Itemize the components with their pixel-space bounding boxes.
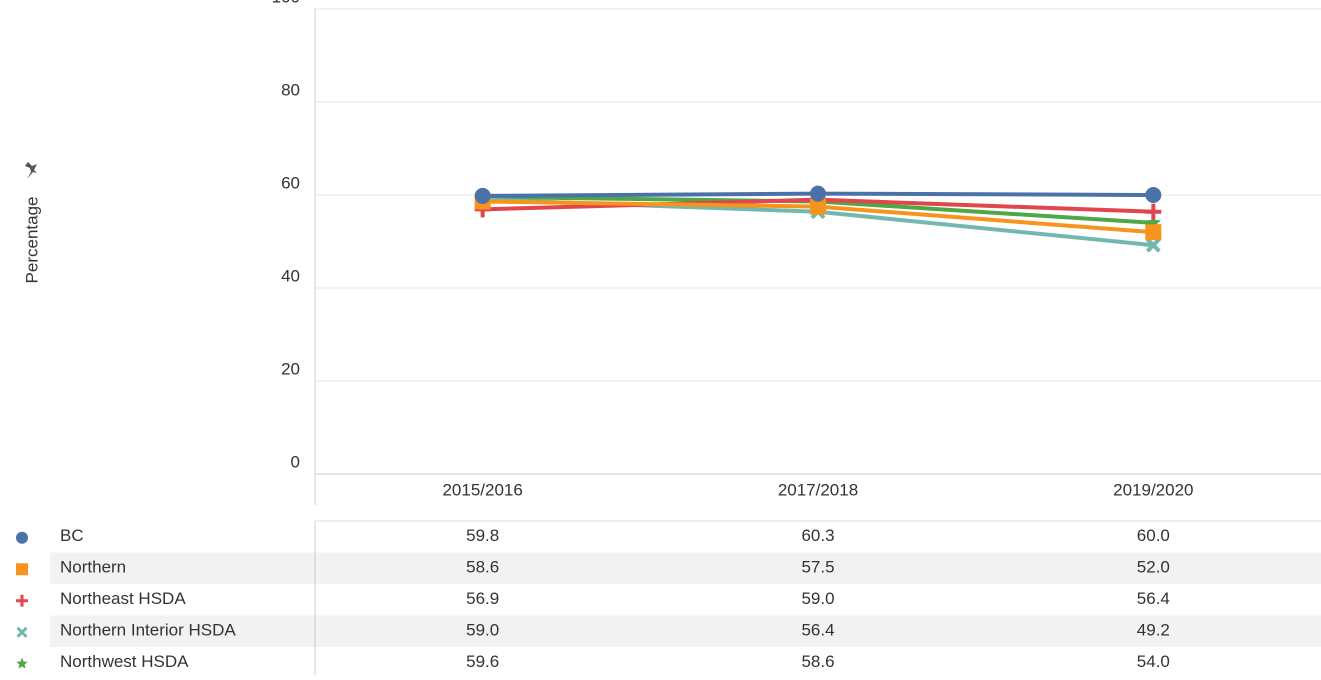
legend-label: Northern — [60, 558, 126, 577]
table-value: 49.2 — [1137, 621, 1170, 640]
y-axis-title-group: Percentage — [22, 197, 41, 284]
table-row-band — [50, 615, 1321, 647]
legend-symbol — [16, 657, 28, 669]
legend-label: Northwest HSDA — [60, 652, 189, 671]
table-value: 60.0 — [1137, 526, 1170, 545]
y-tick-label: 100 — [272, 0, 300, 6]
legend-symbol — [16, 594, 28, 607]
y-tick-label: 0 — [291, 452, 300, 471]
marker — [1145, 187, 1162, 203]
y-axis-title: Percentage — [22, 197, 41, 284]
marker — [1145, 224, 1162, 241]
table-row-band — [50, 552, 1321, 584]
table-value: 56.4 — [1137, 589, 1170, 608]
table-value: 57.5 — [801, 558, 834, 577]
table-value: 52.0 — [1137, 558, 1170, 577]
legend-label: Northern Interior HSDA — [60, 621, 236, 640]
pin-icon[interactable] — [25, 162, 37, 179]
table-value: 56.4 — [801, 621, 834, 640]
legend-symbol — [16, 626, 28, 638]
marker — [810, 185, 826, 202]
x-tick-label: 2019/2020 — [1113, 480, 1193, 499]
y-tick-label: 20 — [281, 359, 300, 378]
table-value: 54.0 — [1137, 652, 1170, 671]
table-value: 59.8 — [466, 526, 499, 545]
table-value: 59.0 — [466, 621, 499, 640]
marker — [474, 187, 491, 204]
table-value: 59.6 — [466, 652, 499, 671]
x-tick-label: 2015/2016 — [442, 480, 522, 499]
y-tick-label: 60 — [281, 173, 300, 192]
table-value: 59.0 — [801, 589, 834, 608]
legend-symbol — [16, 531, 28, 544]
marker — [810, 198, 826, 215]
legend-symbol — [16, 563, 28, 576]
y-tick-label: 80 — [281, 80, 300, 99]
table-value: 58.6 — [466, 558, 499, 577]
y-tick-label: 40 — [281, 266, 300, 285]
legend-label: BC — [60, 526, 84, 545]
table-value: 60.3 — [801, 526, 834, 545]
marker — [1145, 203, 1162, 220]
marker — [1145, 237, 1161, 253]
x-tick-label: 2017/2018 — [778, 480, 858, 499]
table-value: 58.6 — [801, 652, 834, 671]
legend-label: Northeast HSDA — [60, 589, 186, 608]
table-value: 56.9 — [466, 589, 499, 608]
